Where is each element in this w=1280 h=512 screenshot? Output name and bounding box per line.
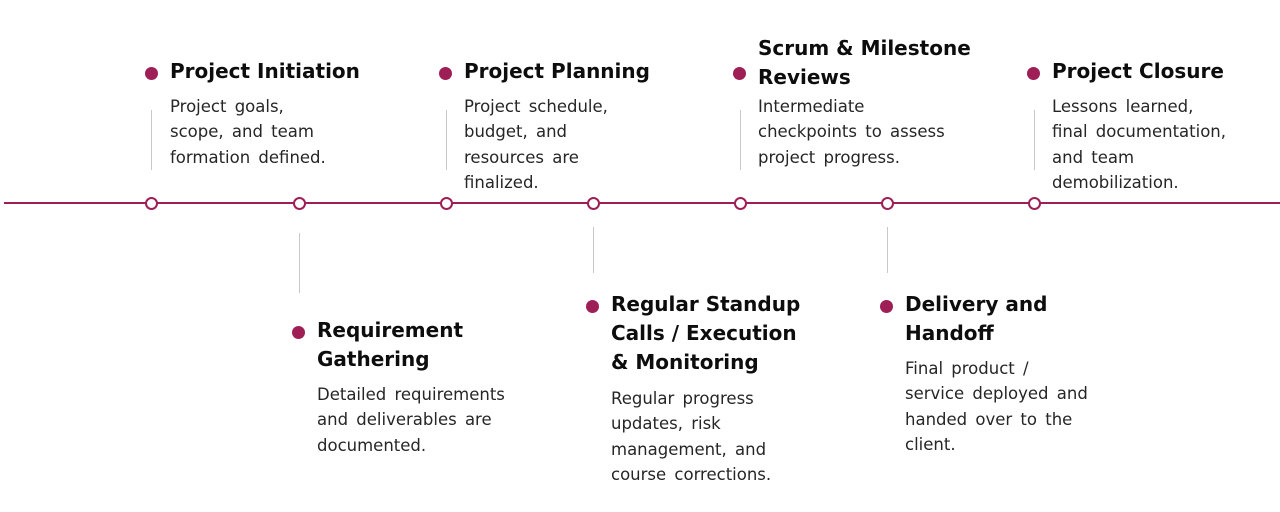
milestone-description: Final product / service deployed and han… [905,359,1088,454]
milestone-description: Regular progress updates, risk managemen… [611,389,772,484]
milestone-description: Intermediate checkpoints to assess proje… [758,97,945,167]
timeline-node [145,197,158,210]
milestone-scrum-reviews: Scrum & Milestone Reviews Intermediate c… [733,34,983,174]
connector-line [887,227,888,273]
milestone-title: Project Initiation [170,59,360,83]
timeline-node [734,197,747,210]
connector-line [740,110,741,170]
milestone-title: Scrum & Milestone Reviews [758,36,971,89]
timeline-node [881,197,894,210]
timeline-node [1028,197,1041,210]
milestone-project-planning: Project Planning Project schedule, budge… [439,57,669,197]
bullet-dot [586,300,599,313]
timeline-node [587,197,600,210]
milestone-delivery-handoff: Delivery and Handoff Final product / ser… [880,290,1120,470]
milestone-description: Detailed requirements and deliverables a… [317,385,505,455]
milestone-title: Project Closure [1052,59,1224,83]
timeline-node [293,197,306,210]
timeline-axis [4,202,1280,204]
bullet-dot [880,300,893,313]
connector-line [446,110,447,170]
bullet-dot [439,67,452,80]
milestone-execution-monitoring: Regular Standup Calls / Execution & Moni… [586,290,826,490]
bullet-dot [1027,67,1040,80]
connector-line [593,227,594,273]
milestone-project-initiation: Project Initiation Project goals, scope,… [145,57,375,177]
connector-line [151,110,152,170]
milestone-description: Project schedule, budget, and resources … [464,97,608,192]
milestone-title: Project Planning [464,59,650,83]
milestone-description: Lessons learned, final documentation, an… [1052,97,1227,192]
connector-line [299,233,300,293]
milestone-title: Delivery and Handoff [905,292,1048,345]
bullet-dot [145,67,158,80]
bullet-dot [733,67,746,80]
milestone-title: Regular Standup Calls / Execution & Moni… [611,292,801,374]
bullet-dot [292,326,305,339]
milestone-title: Requirement Gathering [317,318,464,371]
timeline-node [440,197,453,210]
connector-line [1034,110,1035,170]
milestone-project-closure: Project Closure Lessons learned, final d… [1027,57,1267,197]
milestone-description: Project goals, scope, and team formation… [170,97,326,167]
milestone-requirement-gathering: Requirement Gathering Detailed requireme… [292,316,532,466]
